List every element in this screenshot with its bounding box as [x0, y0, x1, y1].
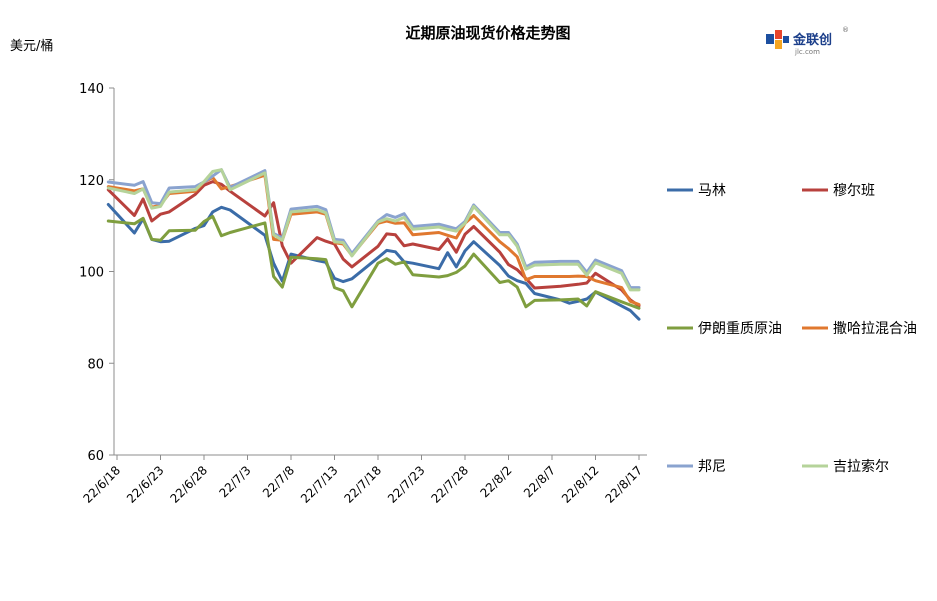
legend-label: 邦尼 — [698, 459, 726, 475]
x-tick-label: 22/7/13 — [298, 463, 341, 506]
series-lines — [106, 168, 641, 321]
y-tick-label: 100 — [79, 266, 104, 281]
tick-labels: 60 80 100 120 140 22/6/18 22/6/23 22/6/28 22/7/3… — [79, 82, 645, 506]
x-tick-label: 22/7/3 — [216, 463, 253, 500]
legend-label: 撒哈拉混合油 — [833, 321, 917, 337]
x-tick-label: 22/8/12 — [559, 463, 602, 506]
y-tick-label: 140 — [79, 82, 104, 97]
x-tick-label: 22/7/8 — [260, 463, 297, 500]
logo-subtext: jlc.com — [794, 48, 820, 56]
y-axis-unit-label: 美元/桶 — [10, 39, 53, 54]
legend-item: 邦尼 — [667, 459, 726, 475]
x-tick-label: 22/7/28 — [429, 463, 472, 506]
series-line-2 — [106, 180, 641, 308]
chart-title: 近期原油现货价格走势图 — [405, 24, 570, 42]
legend-label: 马林 — [698, 183, 726, 199]
legend-label: 吉拉索尔 — [833, 458, 889, 475]
x-tick-label: 22/8/7 — [521, 463, 558, 500]
axes — [109, 87, 647, 460]
x-tick-label: 22/6/23 — [124, 463, 167, 506]
logo-name: 金联创 — [792, 32, 832, 48]
legend-item: 撒哈拉混合油 — [802, 321, 917, 337]
x-tick-label: 22/6/18 — [81, 463, 124, 506]
x-tick-label: 22/8/2 — [477, 463, 514, 500]
y-tick-label: 120 — [79, 174, 104, 189]
logo-icon — [766, 30, 789, 49]
x-tick-label: 22/6/28 — [168, 463, 211, 506]
x-tick-label: 22/7/18 — [342, 463, 385, 506]
series-line-3 — [106, 214, 641, 310]
x-tick-label: 22/8/17 — [603, 463, 646, 506]
x-tick-label: 22/7/23 — [385, 463, 428, 506]
legend-item: 马林 — [667, 183, 726, 199]
y-tick-label: 80 — [87, 357, 104, 372]
legend-label: 伊朗重质原油 — [698, 321, 782, 337]
logo-registered-mark: ® — [842, 26, 849, 34]
legend-item: 伊朗重质原油 — [667, 321, 782, 337]
series-line-6 — [106, 168, 641, 292]
legend-item: 吉拉索尔 — [802, 458, 889, 475]
y-tick-label: 60 — [87, 449, 104, 464]
brand-logo: 金联创 ® jlc.com — [766, 26, 849, 56]
legend-label: 穆尔班 — [833, 183, 875, 199]
legend-item: 穆尔班 — [802, 183, 875, 199]
